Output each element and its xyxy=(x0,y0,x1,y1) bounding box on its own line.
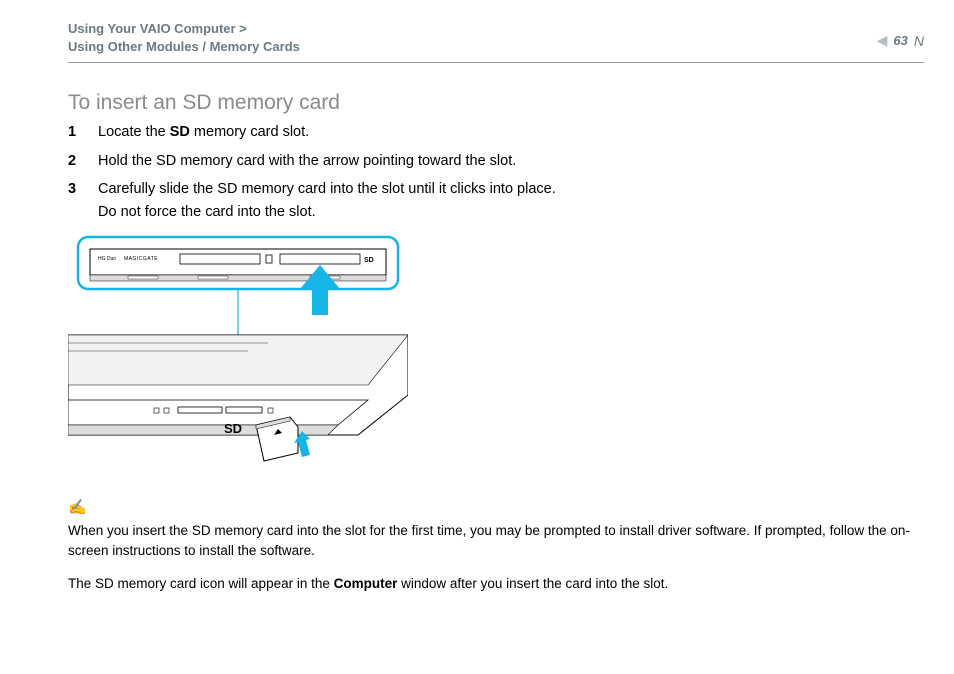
sd-top-label: SD xyxy=(364,257,374,264)
prev-page-icon[interactable]: ◀ xyxy=(877,32,888,49)
step-text: Locate the SD memory card slot. xyxy=(98,121,309,143)
breadcrumb: Using Your VAIO Computer > Using Other M… xyxy=(68,20,300,56)
steps-list: 1 Locate the SD memory card slot. 2 Hold… xyxy=(68,121,924,223)
note-para-1: When you insert the SD memory card into … xyxy=(68,521,924,560)
page-header: Using Your VAIO Computer > Using Other M… xyxy=(68,20,924,63)
next-page-icon[interactable]: N xyxy=(914,33,924,49)
laptop-body xyxy=(68,335,408,435)
illustration-svg: HG Duo MAGICGATE SD xyxy=(68,235,408,485)
note-block: ✍ When you insert the SD memory card int… xyxy=(68,497,924,593)
step-1: 1 Locate the SD memory card slot. xyxy=(68,121,924,143)
breadcrumb-line2: Using Other Modules / Memory Cards xyxy=(68,38,300,56)
breadcrumb-line1: Using Your VAIO Computer > xyxy=(68,20,300,38)
sd-card xyxy=(256,417,298,461)
manual-page: Using Your VAIO Computer > Using Other M… xyxy=(0,0,954,674)
step-text: Hold the SD memory card with the arrow p… xyxy=(98,150,516,172)
step-number: 2 xyxy=(68,150,80,172)
page-number: 63 xyxy=(893,33,907,48)
step-number: 3 xyxy=(68,178,80,200)
step-2: 2 Hold the SD memory card with the arrow… xyxy=(68,150,924,172)
step-number: 1 xyxy=(68,121,80,143)
magicgate-label: MAGICGATE xyxy=(124,256,158,262)
step-3: 3 Carefully slide the SD memory card int… xyxy=(68,178,924,223)
page-nav: ◀ 63 N xyxy=(877,32,924,49)
hgduo-label: HG Duo xyxy=(98,256,116,262)
sd-bottom-label: SD xyxy=(224,421,242,436)
sd-insert-illustration: HG Duo MAGICGATE SD xyxy=(68,235,408,485)
note-para-2: The SD memory card icon will appear in t… xyxy=(68,574,924,594)
note-icon: ✍ xyxy=(68,497,924,519)
section-title: To insert an SD memory card xyxy=(68,91,924,115)
step-text: Carefully slide the SD memory card into … xyxy=(98,178,556,223)
